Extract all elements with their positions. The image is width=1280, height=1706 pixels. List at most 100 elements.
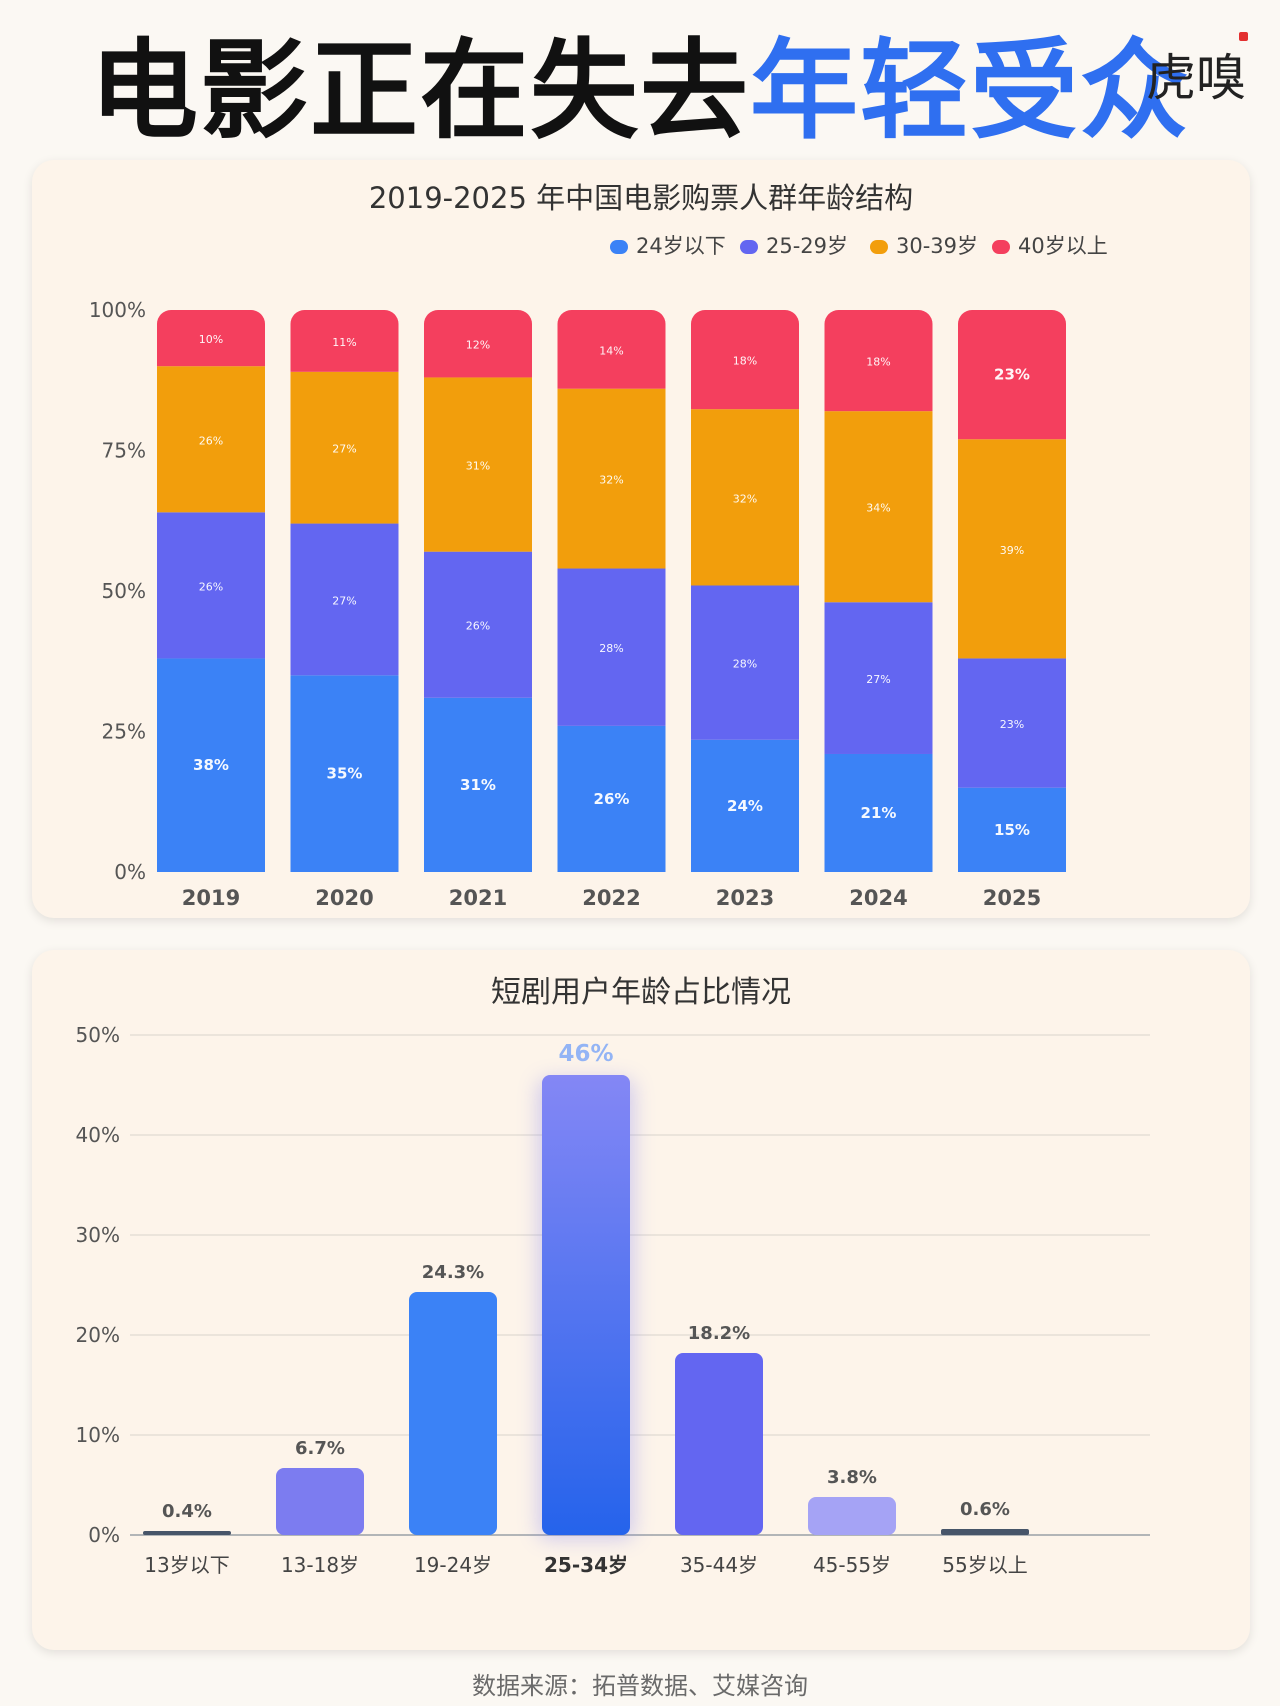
segment-label: 26%: [466, 620, 490, 633]
segment-label: 28%: [599, 642, 623, 655]
x-tick-label: 13岁以下: [144, 1553, 229, 1577]
segment-label: 28%: [733, 658, 757, 671]
legend-swatch: [740, 240, 758, 254]
y-tick-label: 75%: [102, 439, 146, 463]
x-tick-label: 2019: [182, 886, 240, 910]
y-tick-label: 0%: [88, 1523, 120, 1547]
bar: [409, 1292, 497, 1535]
logo-dot-icon: [1239, 32, 1248, 41]
headline-part2: 年轻受众: [750, 29, 1191, 154]
segment-label: 38%: [193, 756, 229, 774]
value-label: 3.8%: [827, 1467, 877, 1488]
bar-segment: [290, 675, 399, 872]
bar-segment: [557, 568, 666, 726]
segment-label: 24%: [727, 797, 763, 815]
segment-label: 21%: [861, 804, 897, 822]
y-tick-label: 50%: [102, 579, 146, 603]
segment-label: 18%: [866, 356, 890, 369]
bar-segment: [958, 439, 1066, 659]
y-tick-label: 100%: [89, 298, 146, 322]
x-tick-label: 2025: [983, 886, 1041, 910]
value-label: 0.4%: [162, 1501, 212, 1522]
short-drama-bar-chart: 短剧用户年龄占比情况 0% 10% 20% 30% 40% 50% 0.4% 13岁以下 6.7%…: [76, 975, 1150, 1577]
bar-segment: [157, 658, 265, 872]
segment-label: 32%: [733, 492, 757, 505]
bar-segment: [824, 310, 933, 412]
headline-part1: 电影正在失去: [89, 29, 750, 154]
segment-label: 26%: [199, 434, 223, 447]
x-tick-label: 2021: [449, 886, 507, 910]
bar-segment: [824, 411, 933, 603]
bar: [276, 1468, 364, 1535]
segment-label: 27%: [866, 673, 890, 686]
legend-label: 25-29岁: [766, 234, 848, 258]
stacked-bar: [824, 310, 933, 872]
y-tick-label: 25%: [102, 720, 146, 744]
x-tick-label: 45-55岁: [813, 1553, 891, 1577]
bar-segment: [290, 310, 399, 372]
bar-segment: [557, 725, 666, 872]
value-label: 24.3%: [422, 1262, 484, 1283]
x-tick-label: 55岁以上: [942, 1553, 1027, 1577]
segment-label: 15%: [994, 821, 1030, 839]
y-tick-label: 30%: [76, 1223, 120, 1247]
bar: [941, 1529, 1029, 1535]
stacked-bar: [424, 310, 532, 872]
legend-label: 40岁以上: [1018, 234, 1108, 258]
value-label: 18.2%: [688, 1323, 750, 1344]
legend-swatch: [610, 240, 628, 254]
legend-swatch: [870, 240, 888, 254]
x-tick-label: 2020: [315, 886, 373, 910]
x-tick-label: 2022: [582, 886, 640, 910]
chart1-title: 2019-2025 年中国电影购票人群年龄结构: [369, 181, 913, 215]
stacked-bar-chart: 2019-2025 年中国电影购票人群年龄结构 24岁以下 25-29岁 30-39岁…: [89, 181, 1108, 910]
bar-segment: [824, 602, 933, 754]
x-tick-label: 13-18岁: [281, 1553, 359, 1577]
segment-label: 31%: [460, 776, 496, 794]
bar-segment: [424, 551, 532, 698]
segment-label: 23%: [1000, 718, 1024, 731]
page-headline: 电影正在失去年轻受众: [0, 22, 1280, 162]
stacked-bar: [691, 310, 799, 872]
bar-segment: [290, 371, 399, 524]
bar-segment: [424, 310, 532, 378]
stacked-bar: [557, 310, 666, 872]
logo-text: 虎嗅: [1146, 49, 1246, 107]
legend-swatch: [992, 240, 1010, 254]
segment-label: 11%: [332, 336, 356, 349]
bar-segment: [958, 787, 1066, 872]
segment-label: 23%: [994, 366, 1030, 384]
y-tick-label: 0%: [114, 860, 146, 884]
segment-label: 35%: [327, 765, 363, 783]
y-tick-label: 20%: [76, 1323, 120, 1347]
y-tick-label: 10%: [76, 1423, 120, 1447]
bar-segment: [691, 739, 799, 872]
y-tick-label: 40%: [76, 1123, 120, 1147]
segment-label: 18%: [733, 355, 757, 368]
bar: [808, 1497, 896, 1535]
segment-label: 32%: [599, 474, 623, 487]
value-label: 46%: [558, 1041, 613, 1067]
legend-label: 30-39岁: [896, 234, 978, 258]
x-tick-label: 19-24岁: [414, 1553, 492, 1577]
bar-segment: [157, 310, 265, 367]
segment-label: 34%: [866, 502, 890, 515]
stacked-bar: [290, 310, 399, 872]
age-structure-card: 2019-2025 年中国电影购票人群年龄结构 24岁以下 25-29岁 30-39岁…: [32, 160, 1250, 918]
bar-segment: [824, 753, 933, 872]
bar-segment: [958, 658, 1066, 788]
brand-logo: 虎嗅: [1146, 32, 1248, 110]
bar-segment: [290, 523, 399, 676]
short-drama-card: 短剧用户年龄占比情况 0% 10% 20% 30% 40% 50% 0.4% 13岁以下 6.7%…: [32, 950, 1250, 1650]
segment-label: 27%: [332, 443, 356, 456]
stacked-bar: [958, 310, 1066, 872]
segment-label: 31%: [466, 460, 490, 473]
bar-segment: [691, 310, 799, 410]
bar-segment: [557, 388, 666, 569]
segment-label: 26%: [594, 790, 630, 808]
value-label: 6.7%: [295, 1438, 345, 1459]
segment-label: 10%: [199, 333, 223, 346]
x-tick-label: 2024: [849, 886, 907, 910]
bar-segment: [424, 377, 532, 552]
bar-segment: [691, 585, 799, 740]
